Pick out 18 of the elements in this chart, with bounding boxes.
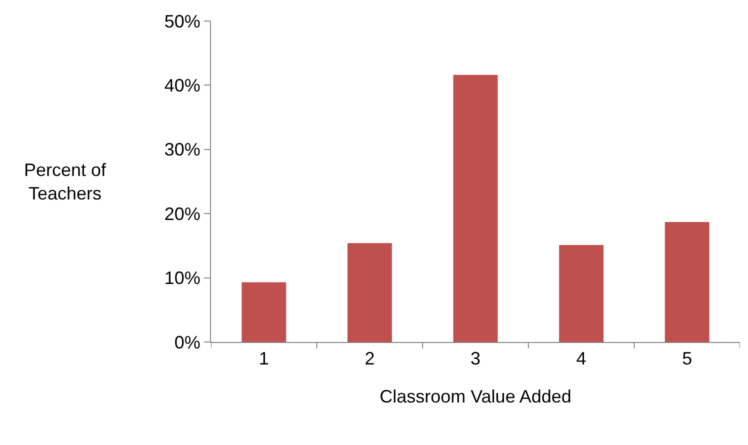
x-tick-label: 5	[682, 348, 692, 369]
bar	[347, 243, 392, 342]
y-tick-label: 20%	[164, 204, 200, 224]
y-axis-title: Percent of Teachers	[24, 160, 108, 204]
x-axis-title: Classroom Value Added	[380, 386, 572, 407]
y-tick-label: 10%	[164, 268, 200, 288]
y-tick-label: 0%	[174, 332, 200, 352]
bar	[664, 222, 710, 342]
y-tick-label: 30%	[164, 140, 200, 160]
y-tick-label: 50%	[164, 11, 200, 32]
x-tick-label: 4	[576, 348, 586, 369]
bar	[559, 245, 604, 342]
x-tick-label: 2	[364, 348, 375, 369]
x-tick-label: 3	[470, 348, 481, 369]
x-tick-label: 1	[258, 348, 269, 369]
bar	[453, 74, 498, 342]
bar	[242, 282, 286, 342]
y-tick-label: 40%	[164, 76, 200, 96]
